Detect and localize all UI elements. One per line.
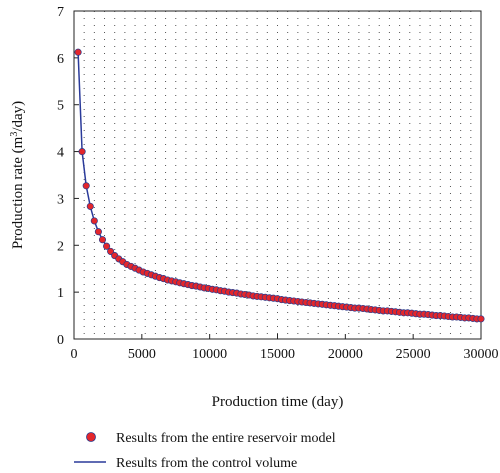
data-point: [74, 48, 82, 56]
plot-area: [74, 48, 485, 323]
legend-label-reservoir: Results from the entire reservoir model: [116, 431, 336, 446]
data-point: [477, 315, 485, 323]
y-tick-label: 6: [57, 52, 64, 67]
y-axis-title-tail: /day): [10, 101, 26, 132]
x-tick-label: 25000: [396, 347, 431, 362]
y-tick-label: 2: [57, 239, 64, 254]
x-tick-label: 20000: [328, 347, 363, 362]
data-point: [94, 228, 102, 236]
x-tick-label: 10000: [192, 347, 227, 362]
y-axis-title-superscript: 3: [9, 132, 20, 137]
data-point: [107, 247, 115, 255]
x-axis: 0 5000 10000 15000 20000 25000 30000: [71, 334, 499, 362]
y-axis-title-main: Production rate (m: [10, 136, 26, 249]
x-tick-label: 0: [71, 347, 78, 362]
y-tick-label: 5: [57, 99, 64, 114]
y-tick-label: 0: [57, 333, 64, 348]
data-point: [98, 236, 107, 244]
legend-label-control-volume: Results from the control volume: [116, 456, 297, 471]
x-tick-label: 30000: [464, 347, 499, 362]
data-point: [103, 242, 111, 250]
y-axis: 0 1 2 3 4 5 6 7: [57, 5, 79, 348]
grid: [83, 11, 472, 339]
y-tick-label: 1: [57, 286, 64, 301]
x-tick-label: 5000: [128, 347, 156, 362]
y-axis-title: Production rate (m3/day): [9, 101, 27, 249]
data-point: [78, 148, 86, 156]
data-point: [86, 202, 94, 210]
legend: Results from the entire reservoir model …: [74, 431, 336, 471]
data-point: [82, 182, 90, 190]
legend-marker-reservoir: [86, 432, 96, 442]
series-line-control-volume: [77, 52, 481, 320]
y-tick-label: 7: [57, 5, 64, 20]
y-tick-label: 3: [57, 192, 64, 207]
x-tick-label: 15000: [260, 347, 295, 362]
x-axis-title: Production time (day): [212, 394, 344, 410]
y-tick-label: 4: [57, 146, 64, 161]
data-point: [90, 217, 98, 225]
